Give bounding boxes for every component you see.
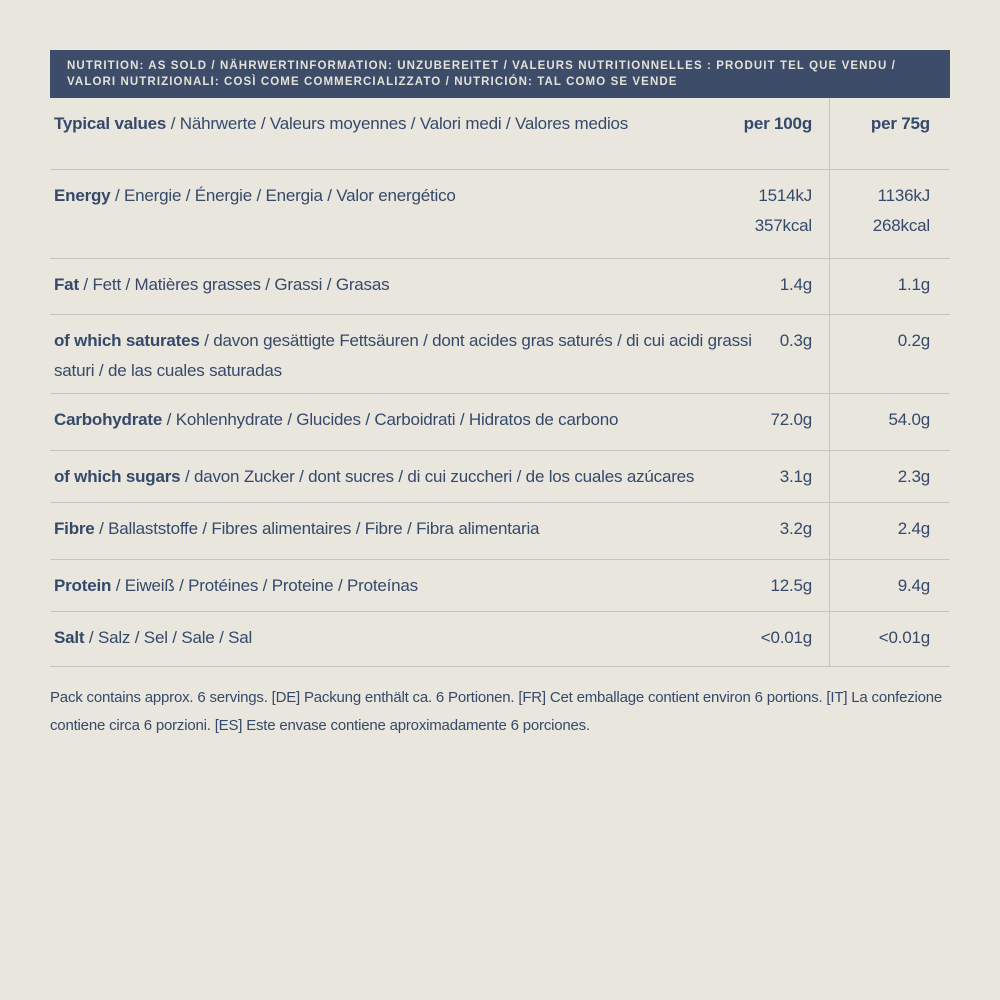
value-line: 0.2g (897, 331, 930, 350)
value-per-75g: 2.4g (829, 503, 950, 559)
row-label-primary: of which saturates (54, 331, 200, 350)
value-line: 2.4g (897, 519, 930, 538)
header-label: Typical values / Nährwerte / Valeurs moy… (50, 98, 744, 169)
value-line: 9.4g (897, 576, 930, 595)
value-line: 1514kJ (758, 186, 812, 205)
row-label: Fat / Fett / Matières grasses / Grassi /… (50, 259, 780, 314)
row-label-translations: / davon Zucker / dont sucres / di cui zu… (180, 467, 695, 486)
servings-note: Pack contains approx. 6 servings. [DE] P… (50, 689, 943, 734)
value-per-75g: 1136kJ 268kcal (829, 170, 950, 258)
value-per-75g: 0.2g (829, 315, 950, 393)
row-salt: Salt / Salz / Sel / Sale / Sal <0.01g <0… (50, 612, 950, 667)
row-label-primary: Carbohydrate (54, 410, 163, 429)
value-line: 1.1g (897, 275, 930, 294)
value-line: 268kcal (872, 216, 930, 235)
row-saturates: of which saturates / davon gesättigte Fe… (50, 315, 950, 394)
row-label-translations: / davon gesättigte Fettsäuren / dont aci… (54, 331, 752, 380)
value-per-75g: 9.4g (829, 560, 950, 611)
value-per-100g: 3.1g (780, 451, 829, 502)
value-line: 0.3g (779, 331, 812, 350)
row-label: of which sugars / davon Zucker / dont su… (50, 451, 780, 502)
value-line: <0.01g (760, 628, 812, 647)
value-line: <0.01g (878, 628, 930, 647)
banner-line-1: NUTRITION: AS SOLD / NÄHRWERTINFORMATION… (67, 60, 896, 72)
value-line: 3.1g (779, 467, 812, 486)
row-label-primary: Salt (54, 628, 85, 647)
banner-line-2: VALORI NUTRIZIONALI: COSÌ COME COMMERCIA… (67, 76, 678, 88)
nutrition-banner: NUTRITION: AS SOLD / NÄHRWERTINFORMATION… (50, 50, 950, 98)
value-per-100g: 72.0g (770, 394, 829, 450)
value-per-100g: 3.2g (780, 503, 829, 559)
value-per-100g: 1514kJ 357kcal (755, 170, 829, 258)
row-label-primary: Energy (54, 186, 111, 205)
value-per-100g: 1.4g (780, 259, 829, 314)
row-label-primary: Fibre (54, 519, 95, 538)
row-label-translations: / Eiweiß / Protéines / Proteine / Proteí… (111, 576, 418, 595)
table-header-row: Typical values / Nährwerte / Valeurs moy… (50, 98, 950, 170)
value-per-100g: <0.01g (761, 612, 829, 666)
value-line: 2.3g (897, 467, 930, 486)
row-label-translations: / Fett / Matières grasses / Grassi / Gra… (78, 275, 390, 294)
value-per-100g: 0.3g (780, 315, 829, 393)
value-line: 1.4g (779, 275, 812, 294)
value-line: 357kcal (754, 216, 812, 235)
value-line: 72.0g (770, 410, 812, 429)
row-label-translations: / Kohlenhydrate / Glucides / Carboidrati… (162, 410, 619, 429)
row-label: Salt / Salz / Sel / Sale / Sal (50, 612, 761, 666)
row-label: Energy / Energie / Énergie / Energia / V… (50, 170, 755, 258)
header-label-translations: / Nährwerte / Valeurs moyennes / Valori … (166, 114, 629, 133)
row-energy: Energy / Energie / Énergie / Energia / V… (50, 170, 950, 259)
row-fibre: Fibre / Ballaststoffe / Fibres alimentai… (50, 503, 950, 560)
row-label-primary: Fat (54, 275, 79, 294)
row-label-translations: / Ballaststoffe / Fibres alimentaires / … (94, 519, 540, 538)
row-label-translations: / Energie / Énergie / Energia / Valor en… (110, 186, 456, 205)
value-per-75g: <0.01g (829, 612, 950, 666)
row-sugars: of which sugars / davon Zucker / dont su… (50, 451, 950, 503)
value-line: 1136kJ (877, 186, 931, 205)
row-label: Protein / Eiweiß / Protéines / Proteine … (50, 560, 770, 611)
row-label: Carbohydrate / Kohlenhydrate / Glucides … (50, 394, 770, 450)
row-label: Fibre / Ballaststoffe / Fibres alimentai… (50, 503, 780, 559)
header-label-primary: Typical values (54, 114, 167, 133)
column-header-per-100g: per 100g (743, 114, 813, 133)
row-label-translations: / Salz / Sel / Sale / Sal (84, 628, 253, 647)
value-per-75g: 54.0g (829, 394, 950, 450)
row-label-primary: Protein (54, 576, 112, 595)
value-per-75g: 2.3g (829, 451, 950, 502)
column-header-per-75g: per 75g (829, 98, 950, 169)
row-carbohydrate: Carbohydrate / Kohlenhydrate / Glucides … (50, 394, 950, 451)
value-line: 12.5g (770, 576, 812, 595)
row-label-primary: of which sugars (54, 467, 181, 486)
row-protein: Protein / Eiweiß / Protéines / Proteine … (50, 560, 950, 612)
nutrition-table: Typical values / Nährwerte / Valeurs moy… (50, 98, 950, 667)
row-label: of which saturates / davon gesättigte Fe… (50, 315, 780, 393)
value-per-100g: 12.5g (770, 560, 829, 611)
value-per-75g: 1.1g (829, 259, 950, 314)
value-line: 3.2g (779, 519, 812, 538)
value-line: 54.0g (888, 410, 930, 429)
row-fat: Fat / Fett / Matières grasses / Grassi /… (50, 259, 950, 315)
